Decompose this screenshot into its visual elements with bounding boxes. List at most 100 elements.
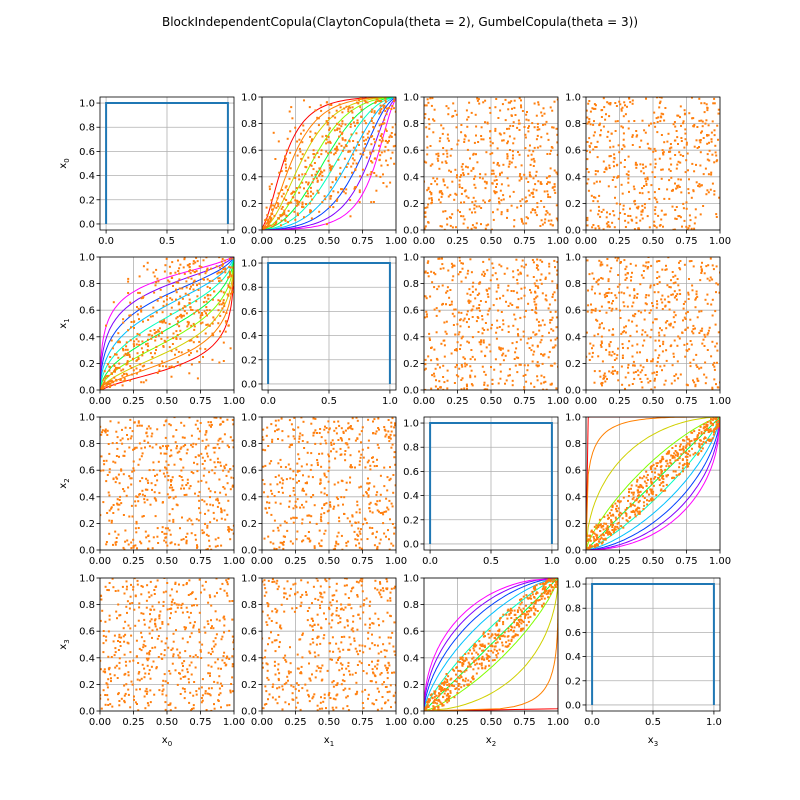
scatter-point	[627, 174, 630, 177]
scatter-point	[128, 314, 131, 317]
scatter-point	[700, 432, 703, 435]
scatter-point	[655, 318, 658, 321]
scatter-point	[195, 257, 198, 259]
scatter-point	[280, 477, 283, 480]
scatter-point	[363, 517, 366, 520]
scatter-point	[373, 172, 376, 174]
scatter-point	[204, 433, 207, 436]
scatter-point	[698, 429, 701, 432]
scatter-point	[536, 264, 539, 267]
scatter-point	[646, 267, 649, 270]
scatter-point	[328, 466, 331, 469]
scatter-point	[610, 267, 613, 270]
scatter-point	[223, 259, 226, 262]
scatter-point	[644, 302, 647, 305]
scatter-point	[174, 441, 177, 444]
scatter-point	[644, 265, 647, 268]
scatter-point	[136, 332, 139, 335]
scatter-point	[153, 497, 156, 500]
scatter-point	[624, 376, 627, 379]
scatter-point	[378, 150, 381, 153]
scatter-point	[609, 155, 612, 157]
scatter-point	[221, 307, 224, 310]
figure-title: BlockIndependentCopula(ClaytonCopula(the…	[162, 15, 638, 29]
scatter-point	[682, 120, 685, 123]
scatter-point	[646, 360, 649, 362]
scatter-point	[704, 122, 707, 125]
scatter-point	[492, 211, 494, 214]
scatter-point	[298, 191, 301, 194]
scatter-point	[693, 227, 696, 230]
x-tick-label: 0.00	[575, 396, 597, 407]
scatter-point	[430, 104, 433, 107]
scatter-point	[349, 464, 352, 467]
scatter-point	[272, 131, 275, 134]
scatter-point	[649, 309, 652, 312]
scatter-point	[593, 525, 596, 528]
scatter-point	[491, 152, 494, 155]
scatter-point	[445, 149, 448, 152]
scatter-point	[274, 501, 277, 504]
scatter-point	[652, 150, 655, 153]
scatter-point	[660, 218, 663, 221]
scatter-point	[355, 132, 358, 135]
scatter-point	[640, 170, 643, 173]
scatter-point	[591, 545, 594, 548]
scatter-point	[525, 222, 528, 225]
scatter-point	[444, 210, 447, 213]
scatter-point	[605, 311, 608, 314]
scatter-point	[711, 264, 714, 267]
scatter-point	[384, 100, 387, 103]
scatter-point	[688, 260, 691, 263]
scatter-point	[531, 309, 534, 311]
scatter-point	[435, 307, 438, 310]
scatter-point	[502, 319, 505, 322]
scatter-point	[707, 329, 710, 332]
y-tick-label: 0.0	[241, 546, 257, 557]
scatter-point	[704, 429, 707, 431]
scatter-point	[169, 496, 172, 499]
scatter-point	[106, 512, 109, 514]
scatter-point	[624, 273, 627, 276]
scatter-point	[141, 489, 144, 492]
scatter-point	[613, 527, 616, 530]
scatter-point	[262, 448, 265, 451]
scatter-point	[179, 447, 182, 450]
scatter-point	[608, 530, 611, 533]
scatter-point	[611, 333, 614, 336]
scatter-point	[703, 111, 706, 114]
scatter-point	[659, 345, 661, 348]
scatter-point	[553, 362, 556, 365]
scatter-point	[183, 697, 186, 700]
scatter-point	[471, 355, 474, 358]
scatter-point	[435, 331, 438, 334]
scatter-point	[157, 334, 160, 337]
scatter-point	[685, 383, 688, 386]
scatter-point	[171, 486, 174, 489]
scatter-point	[660, 97, 663, 99]
scatter-point	[314, 173, 317, 176]
panel-r0-c1: 0.00 0.25 0.50 0.75 1.000.00.20.40.60.81.0	[241, 93, 407, 248]
scatter-point	[685, 159, 688, 162]
scatter-point	[520, 99, 522, 102]
scatter-point	[548, 175, 551, 178]
scatter-point	[546, 182, 548, 185]
scatter-point	[494, 192, 497, 195]
scatter-point	[304, 482, 307, 485]
scatter-point	[594, 292, 596, 295]
scatter-point	[379, 134, 382, 137]
scatter-point	[361, 426, 364, 429]
scatter-point	[495, 297, 498, 300]
scatter-point	[605, 166, 608, 169]
scatter-point	[454, 168, 457, 171]
scatter-point	[206, 548, 209, 550]
scatter-point	[508, 160, 511, 163]
scatter-point	[206, 314, 208, 317]
scatter-point	[129, 314, 132, 317]
scatter-point	[182, 445, 185, 448]
scatter-point	[383, 118, 386, 121]
scatter-point	[186, 482, 189, 485]
scatter-point	[109, 420, 112, 423]
scatter-point	[479, 173, 482, 176]
scatter-point	[128, 446, 131, 449]
